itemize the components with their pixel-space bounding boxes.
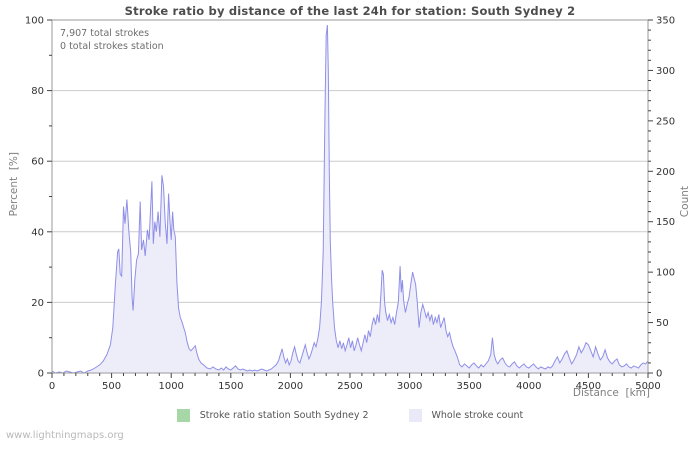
svg-text:500: 500 bbox=[102, 381, 121, 392]
legend-swatch-count-icon bbox=[408, 409, 422, 422]
legend-label-stroke-ratio: Stroke ratio station South Sydney 2 bbox=[199, 410, 369, 421]
svg-text:2000: 2000 bbox=[278, 381, 303, 392]
chart-annotations: 7,907 total strokes 0 total strokes stat… bbox=[60, 27, 164, 53]
svg-text:0: 0 bbox=[49, 381, 55, 392]
chart-title: Stroke ratio by distance of the last 24h… bbox=[124, 4, 576, 18]
axis-ticks bbox=[47, 19, 653, 378]
svg-text:3000: 3000 bbox=[397, 381, 422, 392]
x-axis-label: Distance [km] bbox=[572, 387, 650, 399]
chart-legend: Stroke ratio station South Sydney 2 Whol… bbox=[0, 409, 700, 422]
legend-label-stroke-count: Whole stroke count bbox=[431, 410, 524, 421]
svg-text:100: 100 bbox=[25, 16, 44, 27]
legend-swatch-ratio-icon bbox=[176, 409, 190, 422]
svg-text:2500: 2500 bbox=[337, 381, 362, 392]
svg-text:300: 300 bbox=[656, 66, 675, 77]
svg-text:0: 0 bbox=[656, 369, 662, 380]
svg-text:5000: 5000 bbox=[635, 381, 660, 392]
y-axis-left-label: Percent [%] bbox=[8, 152, 20, 217]
svg-text:200: 200 bbox=[656, 167, 675, 178]
axis-tick-labels: 0 500 1000 1500 2000 2500 3000 3500 4000 4500 5000… bbox=[25, 16, 675, 393]
svg-text:4500: 4500 bbox=[576, 381, 601, 392]
watermark: www.lightningmaps.org bbox=[6, 430, 124, 441]
legend-item-stroke-ratio: Stroke ratio station South Sydney 2 bbox=[176, 409, 369, 422]
svg-text:250: 250 bbox=[656, 116, 675, 127]
svg-text:50: 50 bbox=[656, 318, 669, 329]
svg-text:1000: 1000 bbox=[158, 381, 183, 392]
svg-text:20: 20 bbox=[31, 298, 44, 309]
svg-text:100: 100 bbox=[656, 268, 675, 279]
svg-text:350: 350 bbox=[656, 16, 675, 27]
svg-text:40: 40 bbox=[31, 227, 44, 238]
svg-text:60: 60 bbox=[31, 157, 44, 168]
svg-text:80: 80 bbox=[31, 86, 44, 97]
annotation-total-strokes: 7,907 total strokes bbox=[60, 28, 150, 39]
whole-stroke-count-series bbox=[51, 24, 649, 374]
svg-text:150: 150 bbox=[656, 217, 675, 228]
svg-text:1500: 1500 bbox=[218, 381, 243, 392]
legend-item-stroke-count: Whole stroke count bbox=[408, 409, 524, 422]
svg-text:3500: 3500 bbox=[456, 381, 481, 392]
svg-text:0: 0 bbox=[38, 369, 44, 380]
svg-text:4000: 4000 bbox=[516, 381, 541, 392]
y-axis-right-label: Count bbox=[679, 186, 691, 218]
annotation-station-strokes: 0 total strokes station bbox=[60, 41, 164, 52]
